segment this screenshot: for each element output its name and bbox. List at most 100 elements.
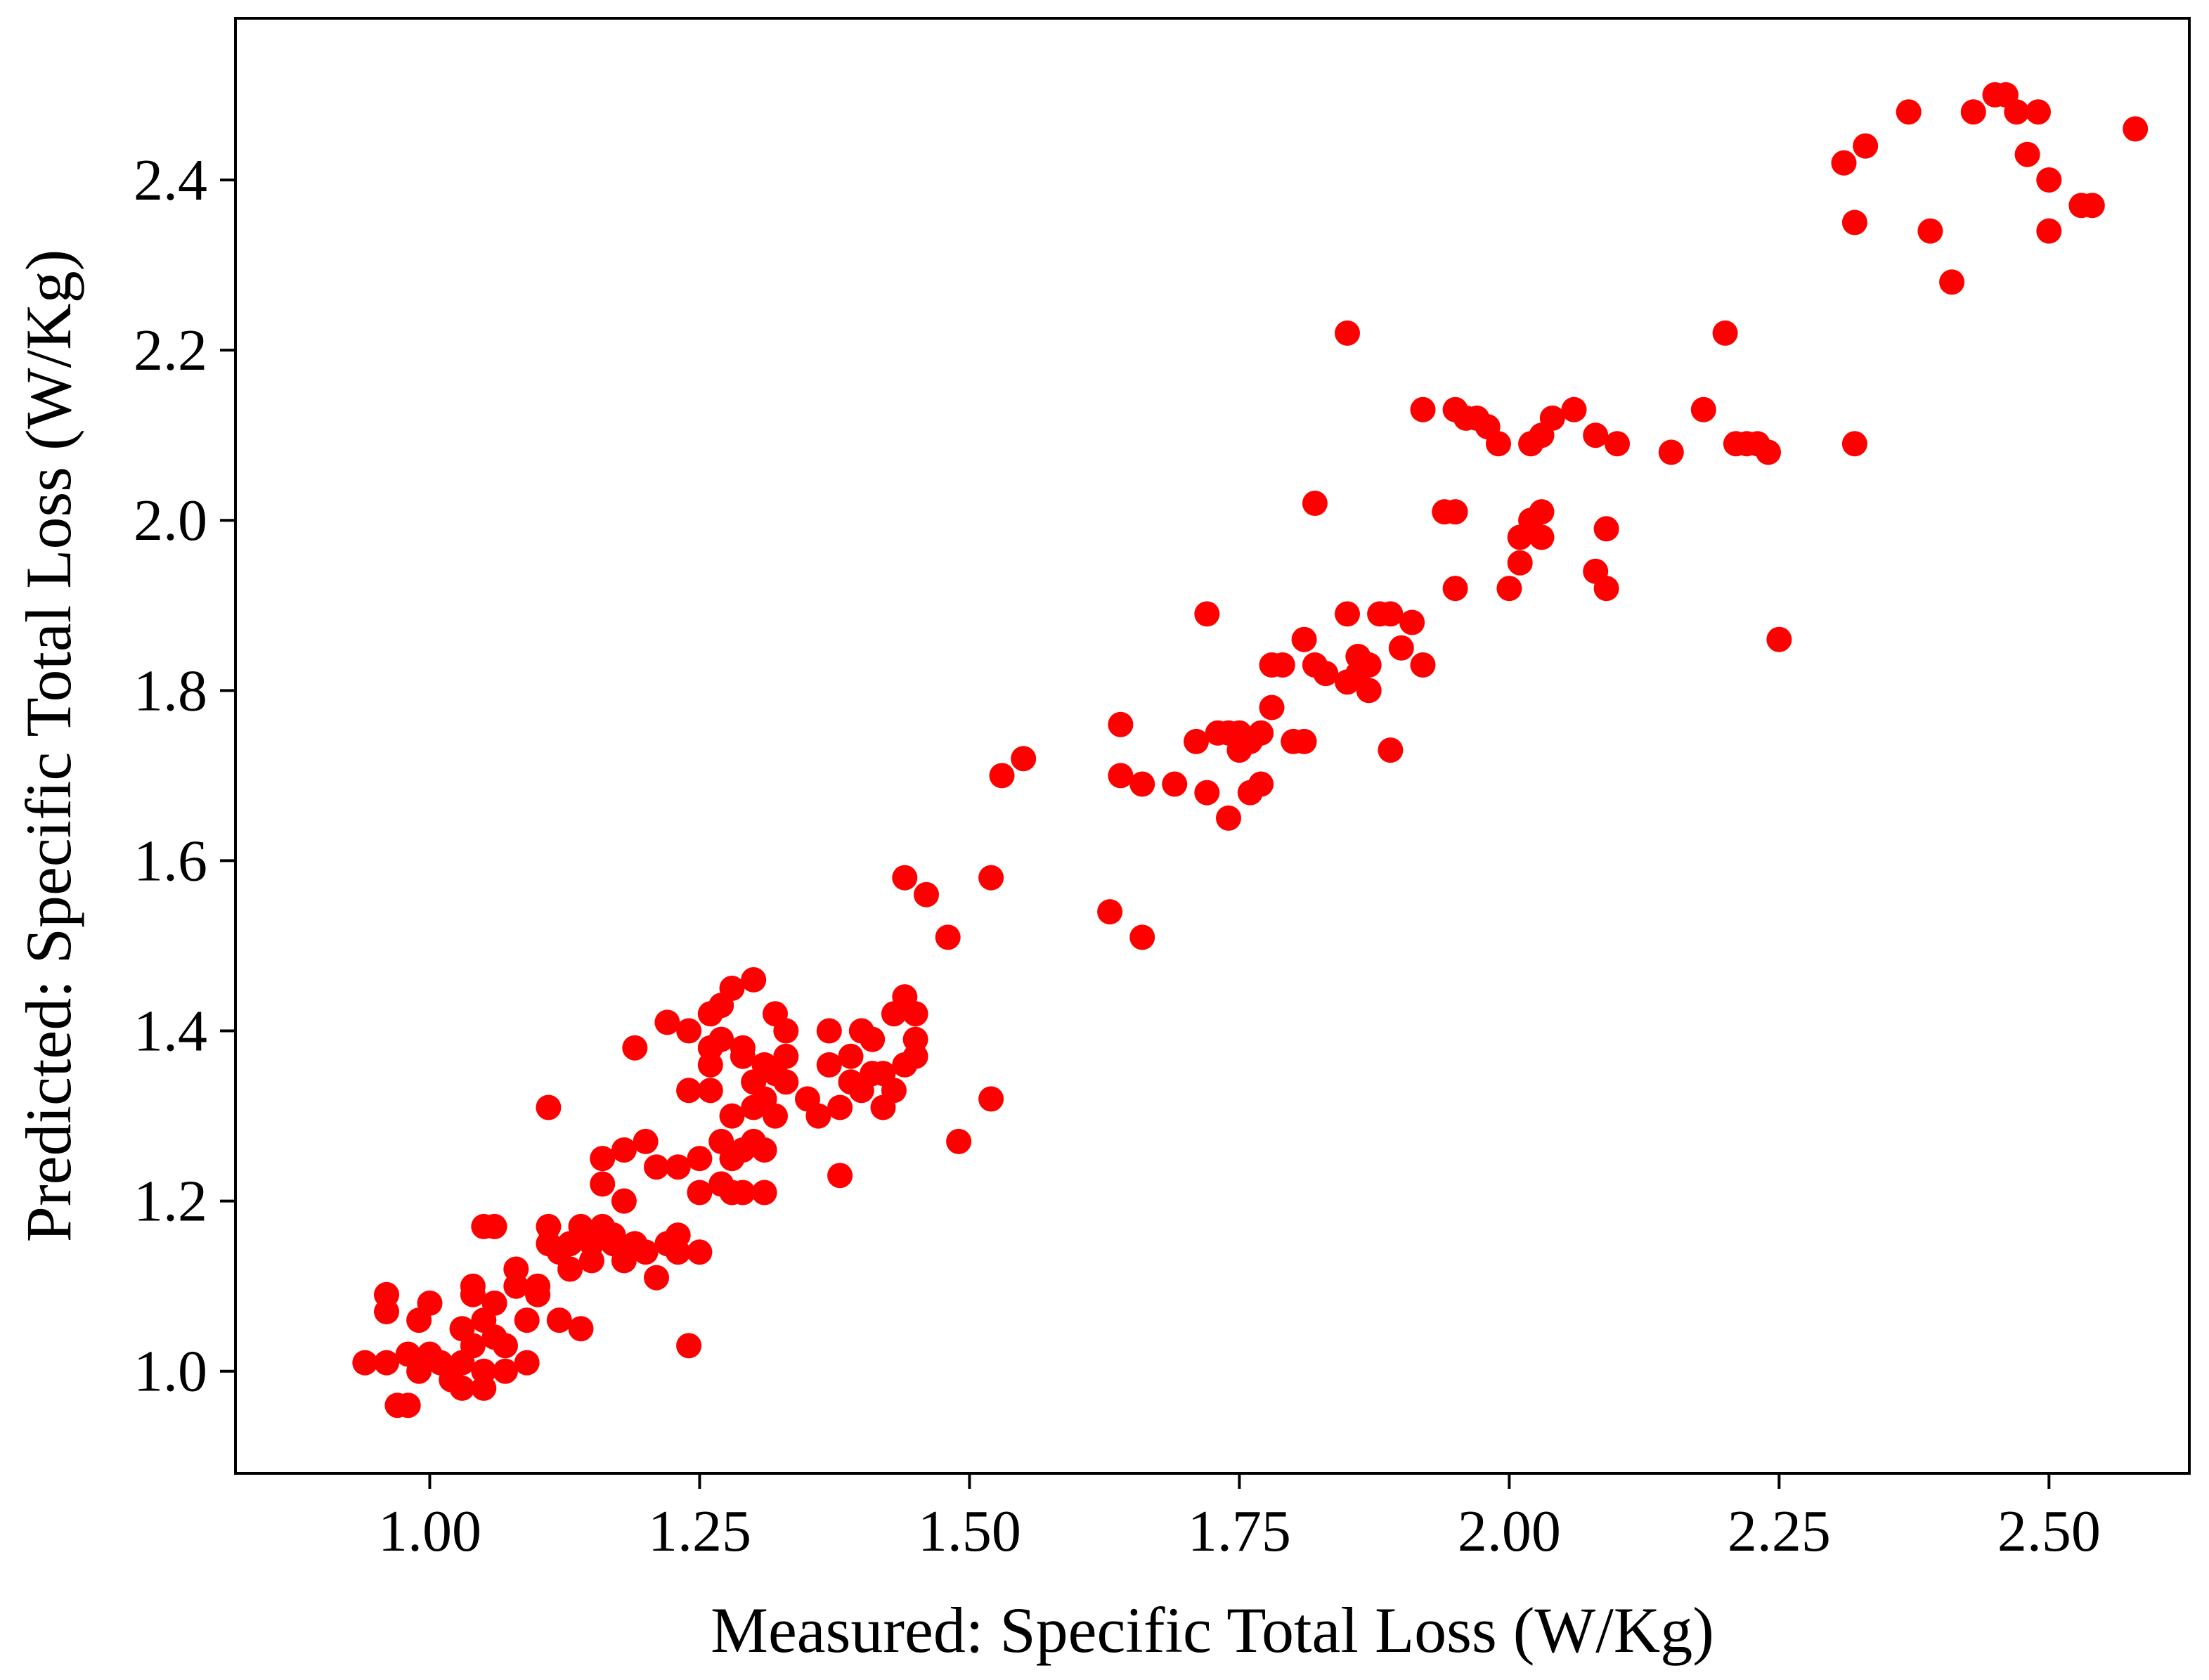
data-point (460, 1333, 486, 1359)
data-point (1399, 609, 1425, 635)
data-point (1248, 720, 1274, 746)
data-point (2014, 141, 2040, 167)
data-point (914, 881, 939, 907)
data-point (1486, 431, 1511, 457)
data-point (1129, 771, 1155, 797)
data-point (978, 1086, 1004, 1112)
data-point (1442, 576, 1468, 602)
data-point (600, 1222, 626, 1248)
data-point (763, 1103, 788, 1129)
data-point (946, 1128, 972, 1154)
x-tick-label: 1.75 (1188, 1499, 1291, 1564)
data-point (2036, 218, 2062, 244)
data-point (1335, 601, 1360, 627)
data-point (1388, 635, 1414, 661)
data-point (665, 1222, 691, 1248)
y-tick-label: 2.4 (134, 148, 207, 213)
data-point (536, 1094, 562, 1120)
y-tick-label: 1.6 (134, 828, 207, 893)
x-tick-label: 1.25 (648, 1499, 751, 1564)
data-point (493, 1333, 518, 1359)
data-point (503, 1256, 529, 1282)
data-point (730, 1180, 756, 1206)
data-point (1184, 728, 1209, 754)
y-tick-label: 1.8 (134, 658, 207, 723)
data-point (633, 1239, 659, 1265)
y-tick-label: 2.0 (134, 488, 207, 553)
data-point (525, 1273, 551, 1299)
data-point (773, 1069, 799, 1095)
data-point (1756, 439, 1781, 465)
scatter-marks (352, 82, 2149, 1419)
data-point (773, 1043, 799, 1069)
data-point (827, 1094, 853, 1120)
data-point (816, 1052, 842, 1078)
data-point (773, 1018, 799, 1044)
y-tick-label: 2.2 (134, 318, 207, 383)
data-point (881, 1078, 907, 1104)
x-tick-label: 1.50 (918, 1499, 1021, 1564)
data-point (708, 1026, 734, 1052)
data-point (578, 1248, 604, 1274)
data-point (644, 1154, 669, 1180)
data-point (1291, 728, 1317, 754)
data-point (1712, 320, 1738, 346)
y-tick-label: 1.4 (134, 999, 207, 1064)
data-point (892, 865, 918, 891)
data-point (1356, 678, 1382, 704)
data-point (633, 1128, 659, 1154)
y-tick-label: 1.2 (134, 1169, 207, 1234)
data-point (1378, 737, 1404, 763)
data-point (902, 1001, 928, 1027)
data-point (1097, 899, 1123, 925)
data-point (1269, 652, 1295, 678)
data-point (719, 1103, 745, 1129)
data-point (1529, 499, 1555, 525)
data-point (1593, 576, 1619, 602)
data-point (2026, 99, 2051, 125)
data-point (1539, 405, 1565, 431)
data-point (687, 1239, 713, 1265)
data-point (1335, 320, 1360, 346)
data-point (1841, 431, 1867, 457)
data-point (2123, 116, 2149, 142)
data-point (978, 865, 1004, 891)
data-point (471, 1358, 497, 1384)
data-point (546, 1307, 572, 1333)
y-axis-title: Predicted: Specific Total Loss (W/Kg) (13, 250, 84, 1242)
data-point (481, 1213, 507, 1239)
data-point (568, 1316, 594, 1342)
data-point (449, 1375, 475, 1401)
data-point (493, 1358, 518, 1384)
data-point (741, 967, 767, 993)
data-point (1690, 396, 1716, 422)
data-point (1442, 499, 1468, 525)
data-point (816, 1018, 842, 1044)
data-point (838, 1043, 864, 1069)
data-point (687, 1146, 713, 1172)
data-point (935, 924, 961, 950)
data-point (514, 1350, 540, 1376)
data-point (1194, 601, 1220, 627)
data-point (417, 1290, 443, 1316)
data-point (676, 1078, 702, 1104)
data-point (514, 1307, 540, 1333)
data-point (1216, 805, 1241, 831)
data-point (590, 1146, 616, 1172)
data-point (1831, 150, 1857, 176)
data-point (590, 1171, 616, 1197)
data-point (352, 1350, 378, 1376)
data-point (1896, 99, 1922, 125)
data-point (665, 1154, 691, 1180)
y-tick-label: 1.0 (134, 1339, 207, 1404)
data-point (1108, 763, 1134, 789)
data-point (481, 1290, 507, 1316)
data-point (2079, 193, 2105, 219)
data-point (697, 1078, 723, 1104)
y-axis: 1.0 1.2 1.4 1.6 1.8 2.0 2.2 2.4 (134, 148, 235, 1404)
data-point (611, 1137, 637, 1163)
data-point (395, 1393, 421, 1419)
data-point (1593, 516, 1619, 542)
